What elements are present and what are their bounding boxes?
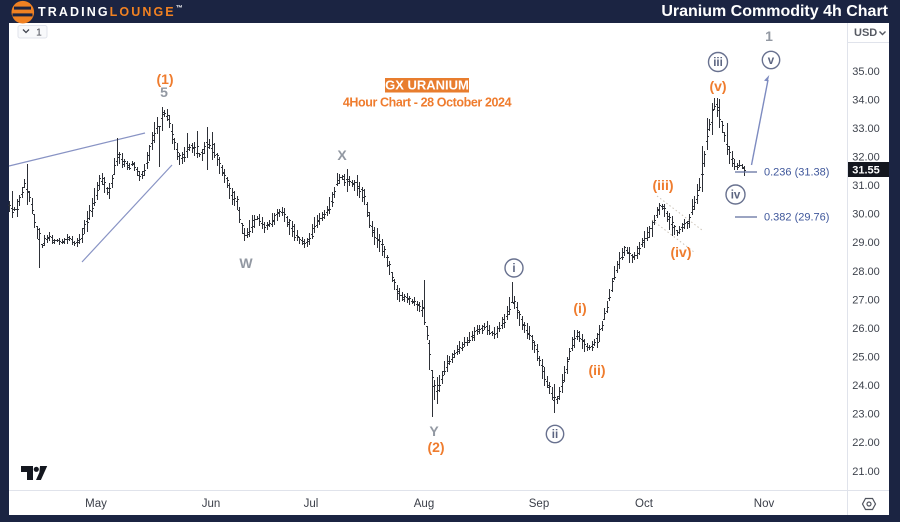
svg-text:Y: Y — [429, 423, 439, 439]
svg-text:(2): (2) — [427, 439, 444, 455]
svg-text:Oct: Oct — [635, 498, 654, 510]
svg-text:22.00: 22.00 — [852, 437, 880, 449]
svg-text:27.00: 27.00 — [852, 294, 880, 306]
svg-text:21.00: 21.00 — [852, 466, 880, 478]
svg-text:32.00: 32.00 — [852, 152, 880, 164]
svg-text:35.00: 35.00 — [852, 66, 880, 78]
svg-text:0.382 (29.76): 0.382 (29.76) — [764, 212, 829, 224]
svg-text:X: X — [337, 147, 347, 163]
svg-text:W: W — [239, 255, 253, 271]
svg-text:1: 1 — [765, 28, 773, 44]
svg-text:Jun: Jun — [202, 498, 221, 510]
svg-text:33.00: 33.00 — [852, 123, 880, 135]
svg-text:ii: ii — [552, 429, 558, 441]
svg-text:(ii): (ii) — [588, 362, 605, 378]
svg-text:iv: iv — [731, 189, 741, 201]
svg-text:23.00: 23.00 — [852, 409, 880, 421]
svg-text:(iii): (iii) — [653, 177, 674, 193]
svg-text:1: 1 — [36, 27, 42, 39]
svg-text:(v): (v) — [709, 78, 726, 94]
svg-text:GX URANIUM: GX URANIUM — [385, 78, 469, 93]
svg-text:0.236 (31.38): 0.236 (31.38) — [764, 167, 829, 179]
svg-text:26.00: 26.00 — [852, 323, 880, 335]
svg-text:5: 5 — [160, 84, 168, 100]
svg-text:Sep: Sep — [529, 498, 549, 510]
svg-text:28.00: 28.00 — [852, 266, 880, 278]
svg-text:Aug: Aug — [414, 498, 434, 510]
svg-text:iii: iii — [713, 57, 723, 69]
svg-text:(1): (1) — [156, 71, 173, 87]
svg-text:24.00: 24.00 — [852, 380, 880, 392]
svg-text:34.00: 34.00 — [852, 94, 880, 106]
svg-text:v: v — [768, 55, 775, 67]
svg-text:31.55: 31.55 — [852, 165, 880, 177]
svg-text:29.00: 29.00 — [852, 237, 880, 249]
svg-text:May: May — [85, 498, 107, 510]
svg-text:(i): (i) — [573, 300, 586, 316]
svg-text:USD: USD — [854, 27, 877, 39]
svg-text:30.00: 30.00 — [852, 209, 880, 221]
svg-text:4Hour Chart - 28 October 2024: 4Hour Chart - 28 October 2024 — [343, 96, 512, 110]
svg-text:31.00: 31.00 — [852, 180, 880, 192]
svg-text:(iv): (iv) — [671, 244, 692, 260]
svg-text:Nov: Nov — [754, 498, 775, 510]
svg-text:i: i — [512, 263, 515, 275]
svg-text:Jul: Jul — [304, 498, 319, 510]
svg-text:25.00: 25.00 — [852, 352, 880, 364]
